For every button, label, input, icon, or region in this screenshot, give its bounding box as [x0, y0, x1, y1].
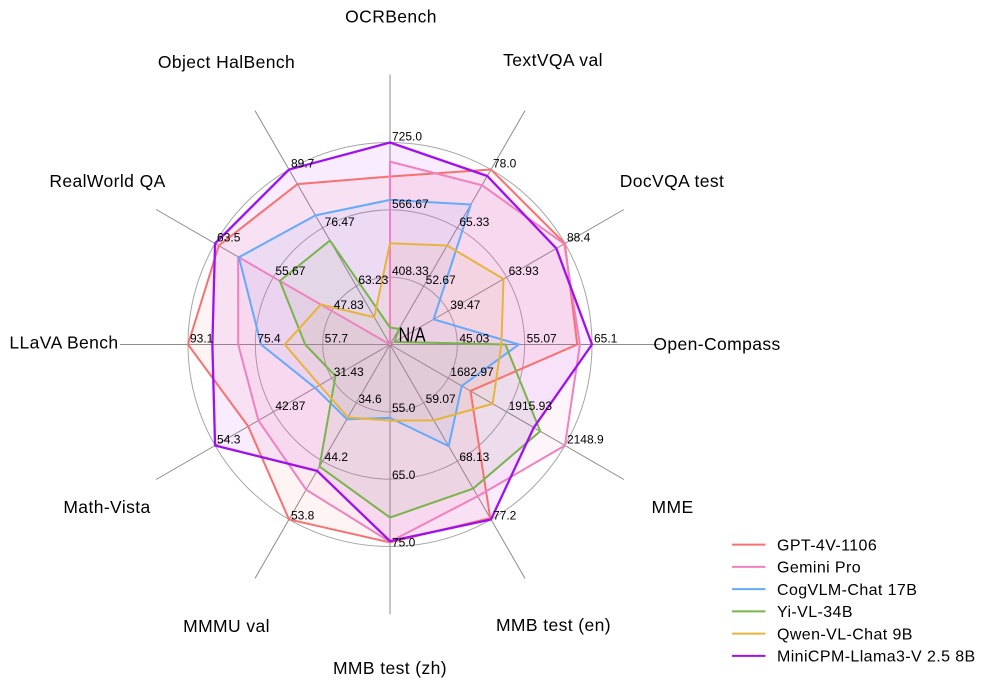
svg-text:N/A: N/A [399, 325, 427, 347]
svg-text:DocVQA test: DocVQA test [620, 171, 725, 191]
svg-text:TextVQA val: TextVQA val [503, 50, 603, 70]
svg-text:65.33: 65.33 [459, 215, 489, 229]
svg-text:566.67: 566.67 [392, 197, 429, 211]
svg-text:47.83: 47.83 [334, 298, 364, 312]
svg-text:725.0: 725.0 [392, 130, 422, 144]
svg-text:42.87: 42.87 [275, 399, 305, 413]
svg-text:OCRBench: OCRBench [345, 7, 437, 27]
svg-text:MiniCPM-Llama3-V 2.5 8B: MiniCPM-Llama3-V 2.5 8B [777, 649, 976, 666]
svg-text:RealWorld QA: RealWorld QA [49, 171, 165, 191]
svg-text:55.07: 55.07 [527, 332, 557, 346]
svg-text:88.4: 88.4 [567, 231, 591, 245]
svg-text:1915.93: 1915.93 [509, 399, 553, 413]
svg-text:89.7: 89.7 [291, 157, 315, 171]
svg-text:59.07: 59.07 [426, 392, 456, 406]
svg-text:77.2: 77.2 [493, 508, 517, 522]
svg-text:MMB test (en): MMB test (en) [496, 615, 611, 635]
svg-text:GPT-4V-1106: GPT-4V-1106 [777, 537, 877, 554]
svg-text:Gemini Pro: Gemini Pro [777, 560, 861, 577]
svg-text:Open-Compass: Open-Compass [653, 334, 780, 354]
svg-text:2148.9: 2148.9 [567, 433, 604, 447]
svg-text:55.67: 55.67 [275, 264, 305, 278]
svg-text:52.67: 52.67 [426, 273, 456, 287]
svg-text:Qwen-VL-Chat 9B: Qwen-VL-Chat 9B [777, 626, 913, 643]
svg-text:76.47: 76.47 [325, 215, 355, 229]
svg-text:CogVLM-Chat 17B: CogVLM-Chat 17B [777, 582, 917, 599]
svg-text:63.5: 63.5 [217, 231, 241, 245]
svg-text:34.6: 34.6 [358, 392, 382, 406]
svg-text:55.0: 55.0 [392, 401, 416, 415]
svg-text:65.1: 65.1 [594, 332, 618, 346]
svg-text:54.3: 54.3 [217, 433, 241, 447]
svg-text:75.0: 75.0 [392, 536, 416, 550]
svg-text:65.0: 65.0 [392, 468, 416, 482]
svg-text:57.7: 57.7 [325, 332, 349, 346]
svg-text:31.43: 31.43 [334, 365, 364, 379]
svg-text:63.23: 63.23 [358, 273, 388, 287]
svg-text:45.03: 45.03 [459, 332, 489, 346]
svg-text:MMMU val: MMMU val [183, 616, 270, 636]
svg-text:75.4: 75.4 [257, 332, 281, 346]
svg-text:1682.97: 1682.97 [450, 365, 494, 379]
svg-text:Yi-VL-34B: Yi-VL-34B [777, 604, 853, 621]
svg-text:LLaVA Bench: LLaVA Bench [9, 333, 118, 353]
svg-text:63.93: 63.93 [509, 264, 539, 278]
svg-text:53.8: 53.8 [291, 508, 315, 522]
svg-text:Object HalBench: Object HalBench [158, 52, 295, 72]
svg-text:MMB test (zh): MMB test (zh) [333, 658, 447, 678]
svg-text:Math-Vista: Math-Vista [63, 497, 150, 517]
svg-text:68.13: 68.13 [459, 450, 489, 464]
svg-text:93.1: 93.1 [190, 332, 214, 346]
svg-text:MME: MME [651, 497, 693, 517]
svg-text:44.2: 44.2 [325, 450, 349, 464]
svg-text:78.0: 78.0 [493, 157, 517, 171]
svg-text:39.47: 39.47 [450, 298, 480, 312]
svg-text:408.33: 408.33 [392, 264, 429, 278]
